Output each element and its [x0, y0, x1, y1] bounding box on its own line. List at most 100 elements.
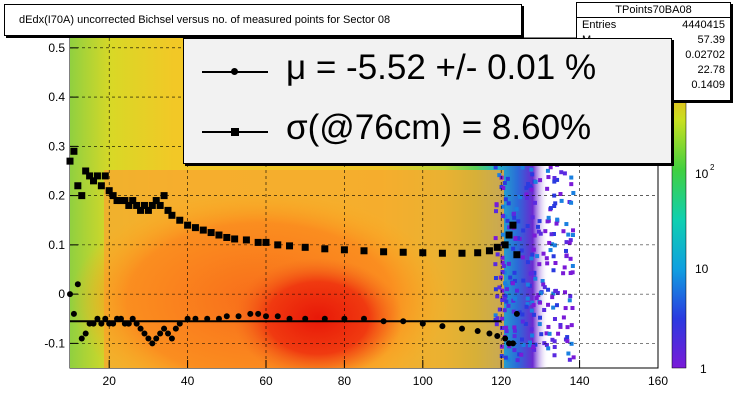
heatmap-cell [565, 325, 570, 330]
heatmap-cell [493, 276, 498, 281]
sigma-point [78, 192, 86, 200]
heatmap-cell [555, 217, 560, 222]
heatmap-cell [571, 228, 576, 233]
y-tick-label: 0.3 [48, 139, 65, 153]
y-tick-label: 0.5 [48, 41, 65, 55]
heatmap-cell [521, 342, 526, 347]
sigma-point [184, 221, 192, 229]
heatmap-cell [559, 198, 564, 203]
heatmap-cell [543, 229, 548, 234]
sigma-point [223, 233, 231, 241]
heatmap-cell [542, 285, 547, 290]
y-tick-label: -0.1 [44, 336, 65, 350]
stats-row: 22.78 [577, 63, 730, 78]
heatmap-cell [531, 247, 536, 252]
heatmap-cell [551, 305, 556, 310]
heatmap-cell [524, 304, 529, 309]
heatmap-cell [545, 261, 550, 266]
sigma-point [160, 192, 168, 200]
heatmap-cell [550, 337, 555, 342]
sigma-point [199, 226, 207, 234]
heatmap-cell [500, 270, 505, 275]
heatmap-cell [552, 243, 557, 248]
heatmap-cell [537, 262, 542, 267]
stats-row: 0.1409 [577, 78, 730, 93]
heatmap-cell [569, 200, 574, 205]
heatmap-cell [506, 357, 511, 362]
heatmap-cell [502, 270, 507, 275]
sigma-point [74, 182, 82, 190]
chart-title-box: dEdx(I70A) uncorrected Bichsel versus no… [4, 4, 522, 36]
mean-point [82, 330, 89, 337]
heatmap-cell [569, 341, 574, 346]
mean-point [380, 318, 387, 325]
heatmap-cell [516, 236, 521, 241]
heatmap-cell [566, 232, 571, 237]
x-tick-label: 160 [648, 374, 668, 388]
heatmap-cell [570, 306, 575, 311]
heatmap-cell [512, 325, 517, 330]
heatmap-cell [527, 343, 532, 348]
heatmap-cell [529, 327, 534, 332]
heatmap-cell [497, 285, 502, 290]
heatmap-cell [551, 268, 556, 273]
heatmap-cell [529, 167, 534, 172]
sigma-point [438, 249, 446, 257]
heatmap-cell [552, 204, 557, 209]
heatmap-cell [553, 289, 558, 294]
heatmap-cell [552, 317, 557, 322]
mean-point [78, 335, 85, 342]
sigma-point [474, 249, 482, 257]
heatmap-cell [532, 270, 537, 275]
heatmap-cell [529, 308, 534, 313]
heatmap-cell [545, 168, 550, 173]
sigma-point [133, 201, 141, 209]
heatmap-cell [521, 278, 526, 283]
heatmap-cell [503, 281, 508, 286]
heatmap-cell [512, 334, 517, 339]
heatmap-cell [493, 165, 498, 170]
heatmap-cell [494, 322, 499, 327]
sigma-point [164, 206, 172, 214]
sigma-point [144, 206, 152, 214]
sigma-point [97, 182, 105, 190]
heatmap-cell [539, 332, 544, 337]
heatmap-cell [537, 219, 542, 224]
heatmap-cell [511, 246, 516, 251]
sigma-point [66, 157, 74, 165]
mean-point [149, 340, 156, 347]
mean-point [110, 320, 117, 327]
heatmap-cell [526, 181, 531, 186]
stats-value: 4440415 [682, 19, 725, 31]
mean-point [513, 310, 520, 317]
sigma-point [148, 201, 156, 209]
heatmap-cell [510, 281, 515, 286]
heatmap-cell [531, 303, 536, 308]
heatmap-cell [506, 303, 511, 308]
mean-point [161, 325, 168, 332]
heatmap-cell [501, 214, 506, 219]
heatmap-cell [550, 295, 555, 300]
heatmap-cell [547, 331, 552, 336]
x-tick-label: 40 [181, 374, 195, 388]
heatmap-cell [552, 179, 557, 184]
legend: μ = -5.52 +/- 0.01 % σ(@76cm) = 8.60% [183, 38, 672, 164]
heatmap-cell [505, 287, 510, 292]
heatmap-cell [549, 232, 554, 237]
heatmap-cell [525, 282, 530, 287]
mean-point [172, 325, 179, 332]
heatmap-cell [506, 201, 511, 206]
sigma-point [113, 197, 121, 205]
heatmap-cell [516, 219, 521, 224]
mean-point [341, 315, 348, 322]
heatmap-cell [559, 170, 564, 175]
heatmap-cell [555, 290, 560, 295]
mean-point [204, 315, 211, 322]
heatmap-cell [517, 310, 522, 315]
mean-point [400, 318, 407, 325]
heatmap-cell [532, 233, 537, 238]
legend-label-mean: μ = -5.52 +/- 0.01 % [286, 48, 597, 87]
heatmap-cell [545, 219, 550, 224]
mean-point [137, 325, 144, 332]
heatmap-cell [525, 223, 530, 228]
